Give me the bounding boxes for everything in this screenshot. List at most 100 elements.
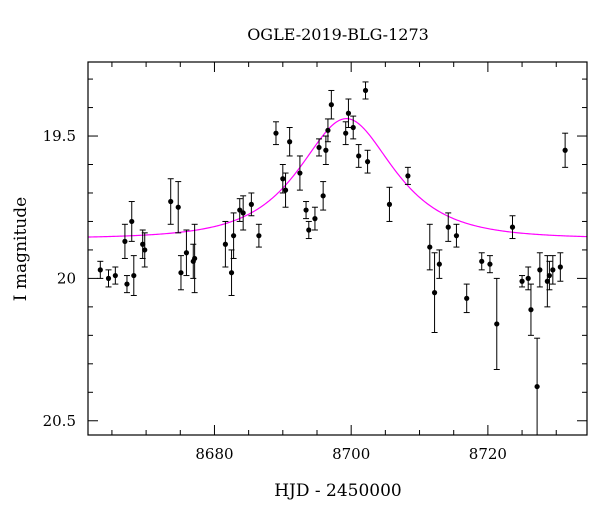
point-marker: [112, 272, 118, 279]
data-point: [546, 260, 553, 291]
data-point: [272, 121, 279, 146]
data-point: [123, 275, 130, 294]
x-tick-label: 8720: [469, 445, 507, 463]
point-marker: [431, 290, 438, 296]
data-point: [544, 255, 551, 308]
point-marker: [453, 233, 460, 239]
point-marker: [303, 207, 309, 213]
point-marker: [464, 295, 470, 301]
data-point: [445, 212, 452, 242]
point-marker: [534, 383, 540, 390]
data-point: [316, 138, 323, 157]
point-marker: [105, 275, 112, 281]
point-marker: [192, 255, 198, 262]
data-point: [105, 269, 112, 288]
point-marker: [240, 210, 246, 216]
point-marker: [557, 264, 563, 270]
point-marker: [312, 216, 318, 222]
data-point: [562, 132, 569, 168]
point-marker: [436, 261, 442, 267]
data-point: [525, 266, 532, 291]
data-point: [141, 232, 148, 268]
data-point: [222, 220, 229, 268]
data-point: [236, 198, 243, 222]
point-marker: [230, 233, 237, 239]
point-marker: [183, 250, 190, 256]
point-marker: [562, 147, 568, 153]
point-marker: [282, 187, 289, 193]
data-point: [345, 98, 352, 128]
point-marker: [320, 193, 326, 199]
data-point: [240, 195, 247, 231]
point-marker: [316, 144, 322, 151]
data-point: [183, 229, 190, 277]
point-marker: [544, 278, 550, 284]
data-point: [286, 126, 293, 157]
data-point: [121, 223, 128, 259]
point-marker: [550, 267, 556, 273]
data-point: [350, 115, 357, 140]
data-point: [175, 181, 182, 234]
point-marker: [297, 170, 303, 176]
data-point: [486, 255, 493, 274]
data-point: [311, 206, 318, 231]
data-point: [112, 266, 119, 285]
point-marker: [328, 102, 334, 108]
data-point: [463, 283, 470, 314]
data-point: [282, 172, 289, 208]
x-axis-label: HJD - 2450000: [274, 481, 402, 501]
point-marker: [97, 267, 103, 273]
point-marker: [445, 224, 451, 230]
axis-ticks: 8680 8700 8720 19 19.5 20 20.5: [43, 0, 587, 463]
data-point: [404, 166, 411, 185]
data-point: [320, 181, 327, 211]
data-point: [190, 243, 197, 279]
data-point: [519, 275, 526, 288]
data-point: [493, 277, 500, 371]
point-marker: [364, 159, 371, 165]
point-marker: [228, 270, 235, 276]
point-marker: [362, 87, 369, 94]
point-marker: [248, 201, 254, 207]
data-point: [534, 337, 541, 436]
data-point: [328, 89, 335, 120]
data-point: [248, 192, 255, 217]
data-point: [279, 164, 286, 194]
point-marker: [350, 124, 356, 131]
point-marker: [129, 218, 135, 225]
point-marker: [237, 207, 243, 213]
chart-title: OGLE-2019-BLG-1273: [247, 25, 429, 44]
x-tick-label: 8680: [195, 445, 233, 463]
y-tick-label: 20.5: [43, 412, 76, 430]
point-marker: [427, 244, 433, 250]
y-tick-label: 20: [57, 269, 76, 287]
point-marker: [175, 204, 181, 210]
data-point: [177, 255, 184, 291]
data-point: [342, 121, 349, 146]
point-marker: [525, 275, 531, 281]
data-point: [130, 255, 137, 296]
point-marker: [519, 278, 525, 284]
plot-frame: [87, 61, 588, 436]
data-point: [230, 212, 237, 259]
y-tick-label: 19: [57, 0, 76, 3]
point-marker: [343, 130, 349, 136]
data-point: [364, 149, 371, 174]
point-marker: [528, 307, 534, 313]
data-point: [436, 249, 443, 279]
point-marker: [487, 261, 493, 267]
x-tick-label: 8700: [332, 445, 370, 463]
point-marker: [140, 241, 146, 247]
data-point: [549, 255, 556, 285]
point-marker: [323, 147, 329, 153]
point-marker: [131, 272, 137, 279]
point-marker: [386, 201, 393, 207]
data-point: [128, 201, 135, 242]
point-marker: [306, 227, 312, 233]
data-point: [536, 252, 543, 288]
data-point: [453, 223, 460, 248]
point-marker: [168, 198, 174, 205]
data-point: [509, 215, 516, 240]
data-point: [322, 135, 329, 166]
